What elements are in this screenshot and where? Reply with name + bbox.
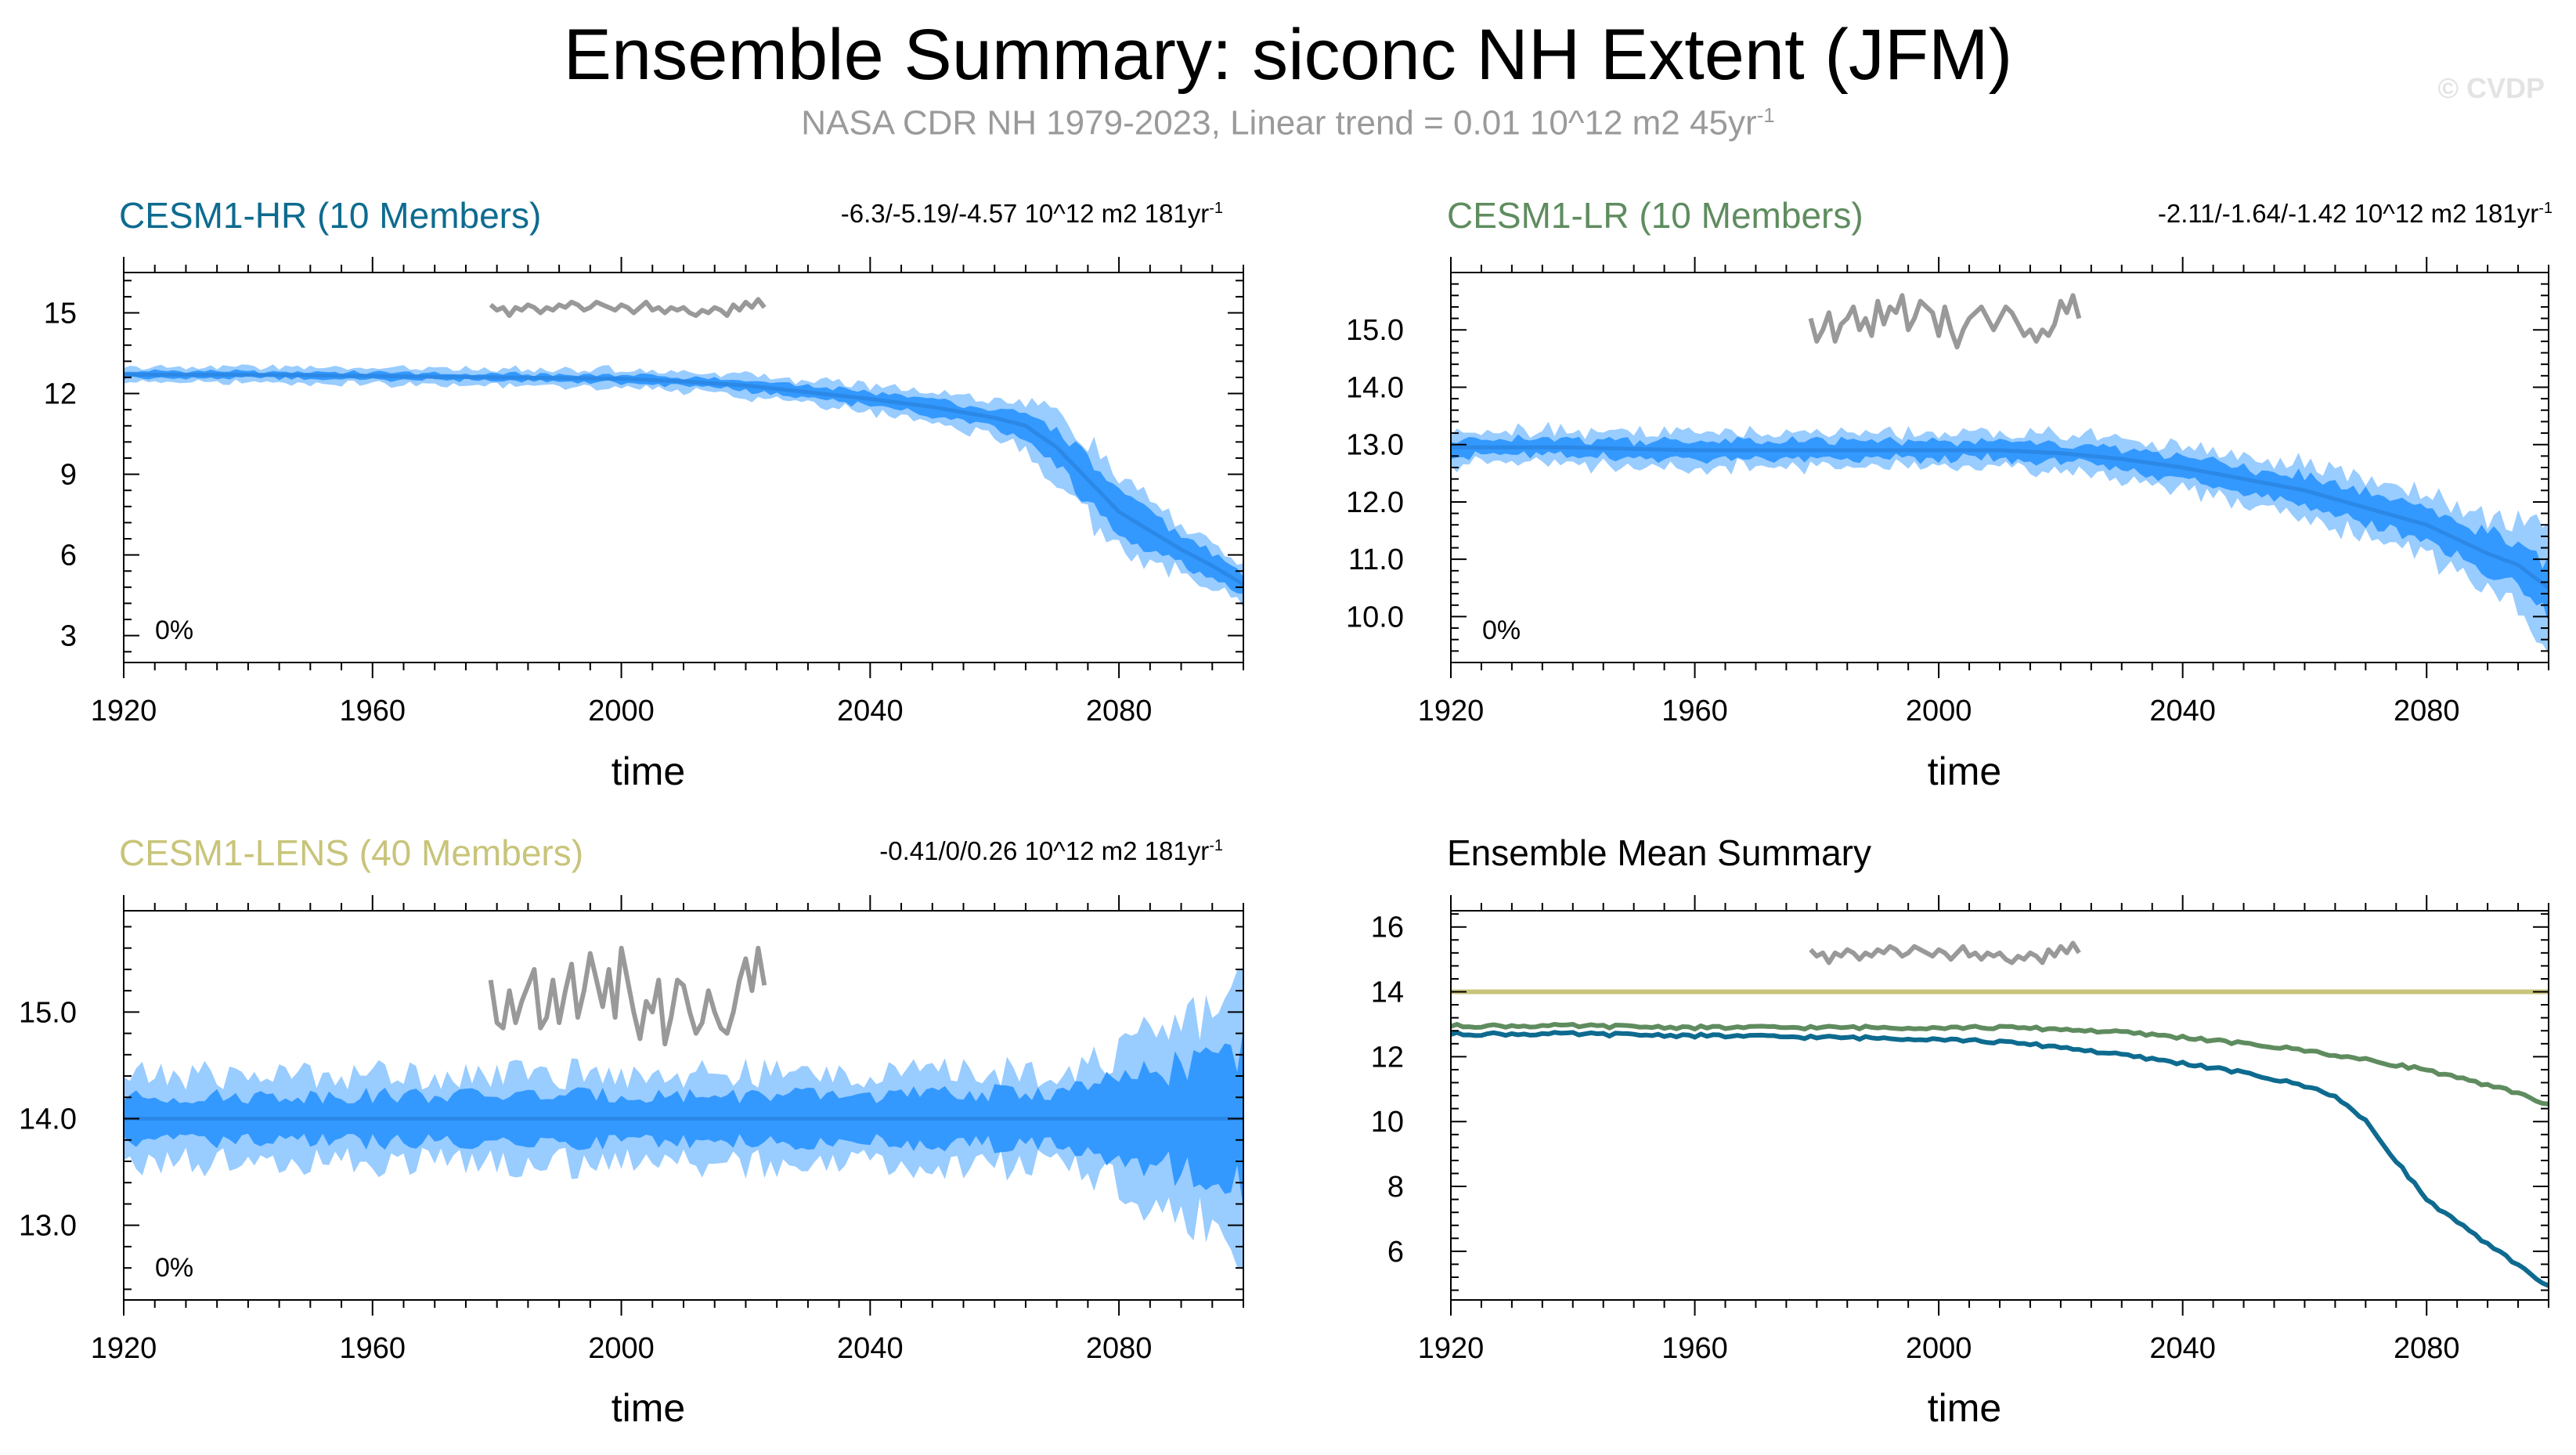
panel-summary-ytick-label: 10: [1371, 1106, 1404, 1139]
panel-lr-ensemble-mean-line: [1451, 445, 2549, 590]
panel-lens-xaxis-label: time: [612, 1386, 685, 1430]
panel-lens-trend-text: -0.41/0/0.26 10^12 m2 181yr: [879, 836, 1210, 865]
panel-lr-trend-exponent: -1: [2538, 200, 2553, 217]
panel-hr-xtick-label: 2080: [1086, 695, 1153, 728]
panel-hr-percent-label: 0%: [155, 616, 193, 645]
panel-lr-observations-line: [1808, 293, 2082, 350]
panel-hr-ensemble-mean-line: [124, 373, 1243, 587]
panel-summary-ytick-label: 6: [1387, 1236, 1404, 1269]
panel-lr-ytick-label: 14.0: [1346, 371, 1404, 404]
panel-summary-ytick-label: 12: [1371, 1041, 1404, 1074]
panel-lr-xaxis-label: time: [1928, 749, 2001, 793]
panel-hr-ytick-label: 6: [60, 540, 77, 572]
panel-lr-xtick-label: 2000: [1906, 695, 1972, 728]
panel-lens-xtick-label: 1920: [91, 1332, 157, 1365]
panel-summary-ytick-label: 16: [1371, 912, 1404, 944]
panel-lens-xtick-label: 1960: [340, 1332, 406, 1365]
panel-summary-xtick-label: 2080: [2394, 1332, 2460, 1365]
panel-summary-ytick-label: 14: [1371, 977, 1404, 1009]
panel-summary-xtick-label: 1960: [1661, 1332, 1728, 1365]
panel-hr-ytick-label: 9: [60, 459, 77, 492]
panel-summary-xtick-label: 1920: [1418, 1332, 1485, 1365]
panel-lr-ytick-label: 10.0: [1346, 601, 1404, 634]
panel-summary-frame: [1450, 910, 2549, 1301]
panel-lr-inner-spread-band: [1451, 434, 2549, 623]
panel-lens-plot-area: [124, 967, 1243, 1270]
panel-hr-ytick-label: 12: [44, 378, 77, 411]
panel-lr-title: CESM1-LR (10 Members): [1447, 195, 1863, 236]
panel-lens-observations-line: [488, 945, 767, 1047]
panel-lens-xtick-label: 2040: [837, 1332, 904, 1365]
summary-line-cesm1-hr: [1451, 1030, 2549, 1288]
panel-hr-trend: -6.3/-5.19/-4.57 10^12 m2 181yr-1: [659, 199, 1223, 229]
panel-hr-ytick-label: 3: [60, 620, 77, 653]
panel-hr-xtick-label: 2040: [837, 695, 904, 728]
panel-hr-xaxis-label: time: [612, 749, 685, 793]
panel-lens-ytick-label: 13.0: [19, 1210, 77, 1243]
panel-hr-xtick-label: 1920: [91, 695, 157, 728]
panel-lr-xtick-label: 1920: [1418, 695, 1485, 728]
panel-hr-chart: 1920 1960 2000 2040 2080 3 6 9 12 15 time 0%: [44, 257, 1244, 793]
panel-hr-outer-spread-band: [124, 364, 1243, 608]
panel-hr-trend-text: -6.3/-5.19/-4.57 10^12 m2 181yr: [840, 199, 1210, 228]
figure-subtitle-text: NASA CDR NH 1979-2023, Linear trend = 0.…: [801, 103, 1757, 143]
panel-lens-chart: 1920 1960 2000 2040 2080 13.0 14.0 15.0 time 0%: [19, 895, 1244, 1430]
panel-lr-trend: -2.11/-1.64/-1.42 10^12 m2 181yr-1: [1989, 199, 2553, 229]
panel-lr-ytick-label: 11.0: [1348, 543, 1404, 576]
panel-lr-xtick-label: 2080: [2394, 695, 2460, 728]
panel-summary-xtick-label: 2000: [1906, 1332, 1972, 1365]
panel-lens-trend: -0.41/0/0.26 10^12 m2 181yr-1: [659, 836, 1223, 866]
panel-summary-xaxis-label: time: [1928, 1386, 2001, 1430]
panel-summary-chart: 1920 1960 2000 2040 2080 6 8 10 12 14 16 time: [1371, 895, 2549, 1430]
panel-lens-xtick-label: 2080: [1086, 1332, 1153, 1365]
panel-lens-title: CESM1-LENS (40 Members): [119, 832, 584, 873]
panel-lens-xtick-label: 2000: [588, 1332, 655, 1365]
panel-hr-title: CESM1-HR (10 Members): [119, 195, 542, 236]
figure-subtitle-exponent: -1: [1756, 103, 1775, 127]
panel-lr-percent-label: 0%: [1482, 616, 1521, 645]
panel-hr-observations-line: [489, 297, 767, 318]
panel-summary-plot-area: [1451, 989, 2549, 1288]
figure-subtitle: NASA CDR NH 1979-2023, Linear trend = 0.…: [0, 103, 2576, 143]
panel-lr-xtick-label: 2040: [2149, 695, 2216, 728]
panel-lr-trend-text: -2.11/-1.64/-1.42 10^12 m2 181yr: [2157, 199, 2539, 228]
panel-lr-xtick-label: 1960: [1661, 695, 1728, 728]
panel-lens-ytick-label: 15.0: [19, 996, 77, 1029]
panel-summary-xtick-label: 2040: [2149, 1332, 2216, 1365]
panel-hr-trend-exponent: -1: [1209, 200, 1223, 217]
panel-hr-ytick-label: 15: [44, 298, 77, 330]
panel-lr-plot-area: [1451, 421, 2549, 654]
panel-lr-ytick-label: 13.0: [1346, 429, 1404, 462]
panel-lr-ytick-label: 15.0: [1346, 314, 1404, 347]
panel-hr-xtick-label: 2000: [588, 695, 655, 728]
panel-lens-ytick-label: 14.0: [19, 1103, 77, 1136]
panel-lens-percent-label: 0%: [155, 1253, 193, 1283]
panel-hr-xtick-label: 1960: [340, 695, 406, 728]
cvdp-watermark: © CVDP: [2437, 72, 2545, 104]
panel-lens-trend-exponent: -1: [1209, 837, 1223, 854]
summary-line-cesm1-lr: [1451, 1021, 2549, 1107]
panel-lr-ytick-label: 12.0: [1346, 486, 1404, 519]
panel-summary-title: Ensemble Mean Summary: [1447, 832, 1871, 873]
panel-hr-plot-area: [124, 364, 1243, 608]
panel-summary-observations-line: [1809, 941, 2081, 966]
figure-title: Ensemble Summary: siconc NH Extent (JFM): [563, 15, 2013, 95]
panel-lr-chart: 1920 1960 2000 2040 2080 10.0 11.0 12.0 13.0 14.0…: [1346, 257, 2549, 793]
panel-summary-ytick-label: 8: [1387, 1171, 1404, 1204]
